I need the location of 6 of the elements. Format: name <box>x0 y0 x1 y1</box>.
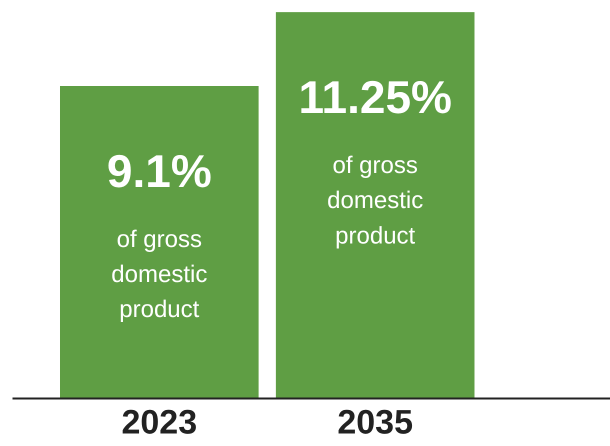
annotation: of gross domestic product <box>327 152 424 250</box>
data-label: 9.1% <box>106 144 212 197</box>
annotation: of gross domestic product <box>111 226 208 324</box>
data-label: 11.25% <box>298 71 452 124</box>
x-tick-label: 2023 <box>121 404 198 442</box>
x-tick-label: 2035 <box>337 404 414 442</box>
